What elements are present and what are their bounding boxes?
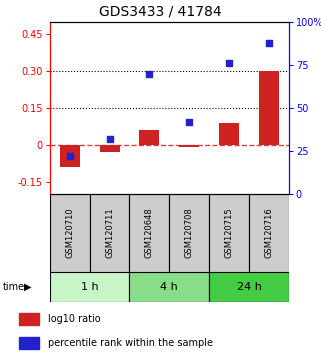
Point bbox=[266, 40, 272, 45]
Text: log10 ratio: log10 ratio bbox=[48, 314, 101, 324]
Text: percentile rank within the sample: percentile rank within the sample bbox=[48, 338, 213, 348]
Bar bbox=[100, 145, 119, 152]
Bar bbox=[50, 194, 90, 272]
Bar bbox=[209, 194, 249, 272]
Text: GSM120648: GSM120648 bbox=[145, 208, 154, 258]
Bar bbox=[60, 145, 80, 167]
Bar bbox=[219, 123, 239, 145]
Bar bbox=[129, 272, 209, 302]
Bar bbox=[169, 194, 209, 272]
Text: GSM120715: GSM120715 bbox=[225, 208, 234, 258]
Bar bbox=[129, 194, 169, 272]
Bar bbox=[90, 194, 129, 272]
Text: 1 h: 1 h bbox=[81, 282, 99, 292]
Text: GDS3433 / 41784: GDS3433 / 41784 bbox=[99, 5, 222, 18]
Bar bbox=[139, 130, 159, 145]
Text: 24 h: 24 h bbox=[237, 282, 262, 292]
Point bbox=[187, 119, 192, 125]
Text: GSM120708: GSM120708 bbox=[185, 208, 194, 258]
Text: 4 h: 4 h bbox=[160, 282, 178, 292]
Text: time: time bbox=[3, 282, 25, 292]
Bar bbox=[259, 71, 279, 145]
Bar bbox=[249, 194, 289, 272]
Text: GSM120710: GSM120710 bbox=[65, 208, 74, 258]
Bar bbox=[209, 272, 289, 302]
Bar bbox=[19, 313, 39, 325]
Text: GSM120716: GSM120716 bbox=[265, 208, 273, 258]
Text: ▶: ▶ bbox=[23, 282, 31, 292]
Point bbox=[227, 61, 232, 66]
Point bbox=[67, 153, 72, 159]
Bar bbox=[50, 272, 129, 302]
Bar bbox=[19, 337, 39, 349]
Point bbox=[147, 71, 152, 76]
Bar bbox=[179, 145, 199, 147]
Point bbox=[107, 136, 112, 142]
Text: GSM120711: GSM120711 bbox=[105, 208, 114, 258]
